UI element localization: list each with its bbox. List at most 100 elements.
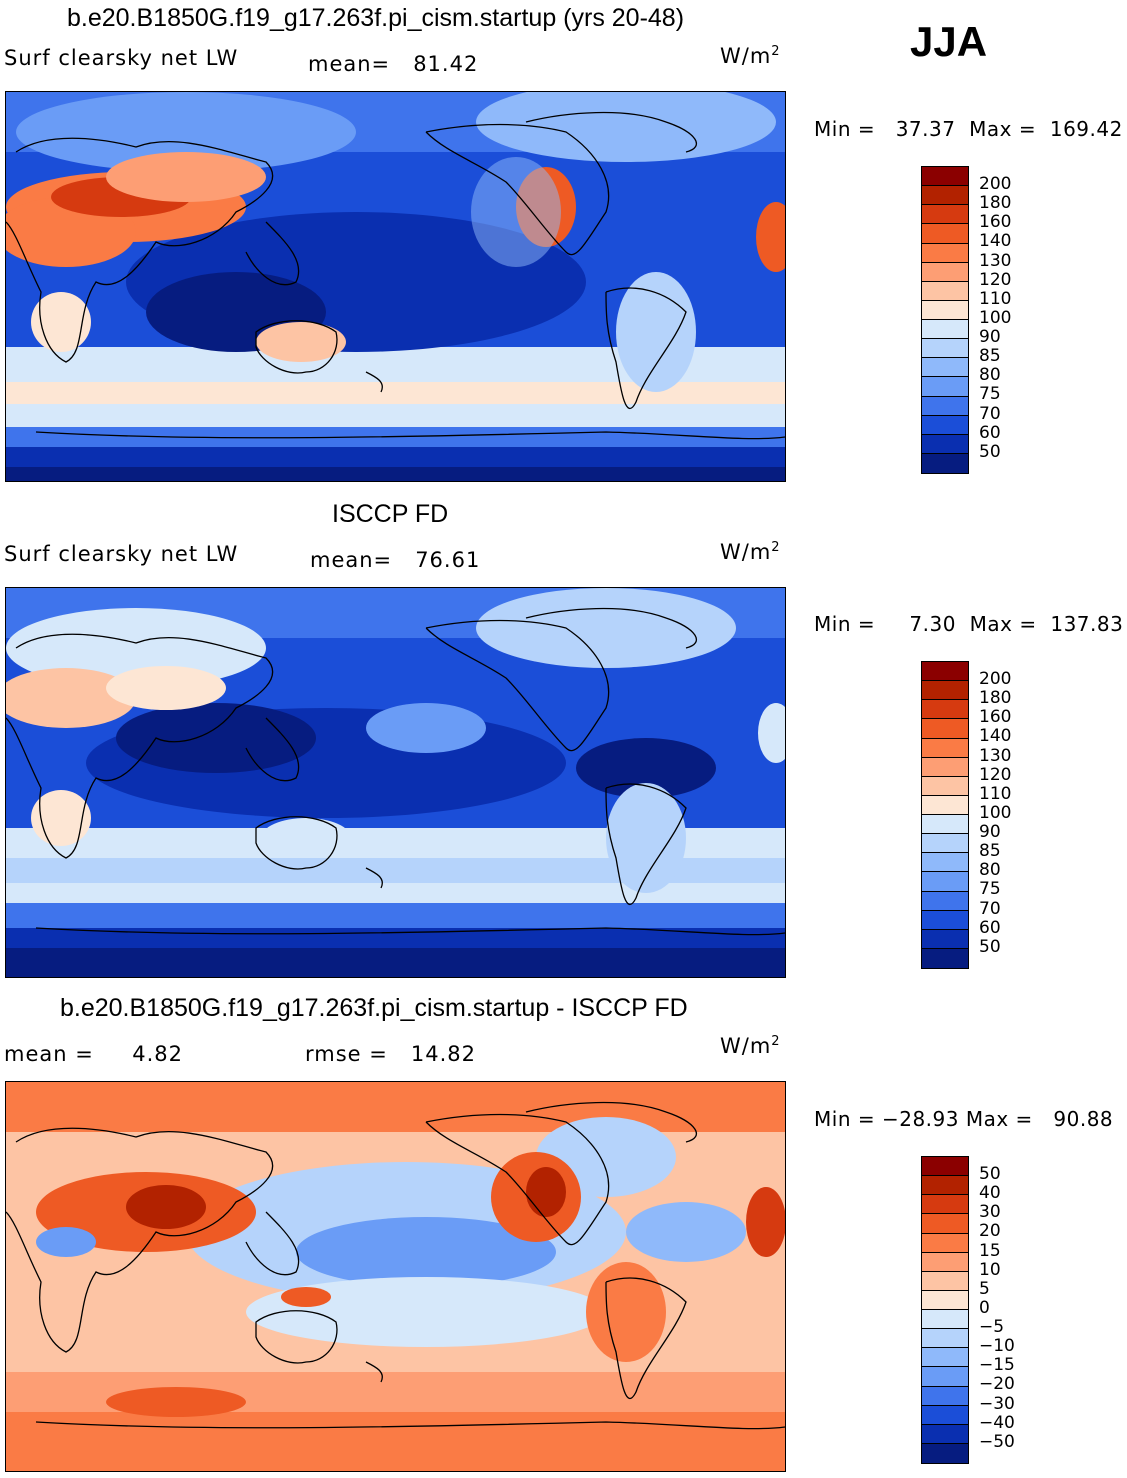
units-exponent: 2 (771, 540, 781, 555)
colorbar-tick-label: 85 (979, 841, 1001, 862)
panel-3-rmse-label: rmse = (305, 1042, 388, 1066)
colorbar-tick-label: 50 (979, 1164, 1001, 1184)
min-label: Min = (814, 1107, 876, 1131)
colorbar-swatch (922, 815, 968, 835)
colorbar-swatch (922, 453, 968, 473)
colorbar-tick-label: 140 (979, 231, 1012, 252)
colorbar-tick-label: 75 (979, 879, 1001, 900)
colorbar-tick-label: 70 (979, 898, 1001, 919)
colorbar-swatch (922, 358, 968, 378)
colorbar-tick-label: 120 (979, 269, 1012, 290)
panel-1-mean-value: 81.42 (413, 52, 479, 76)
colorbar-tick-label: 200 (979, 174, 1012, 194)
colorbar-tick-label: −5 (979, 1317, 1005, 1338)
panel-3-rmse: rmse = 14.82 (305, 1042, 476, 1066)
colorbar-swatch (922, 700, 968, 720)
panel-1-colorbar (921, 166, 969, 474)
colorbar-tick-label: 100 (979, 802, 1012, 823)
units-exponent: 2 (771, 1034, 781, 1049)
colorbar-swatch (922, 738, 968, 758)
colorbar-tick-label: 110 (979, 783, 1012, 804)
panel-3-units: W/m2 (720, 1034, 781, 1058)
min-value: −28.93 (881, 1107, 959, 1131)
max-label: Max = (969, 612, 1037, 636)
colorbar-tick-label: 50 (979, 441, 1001, 462)
panel-1-minmax: Min = 37.37 Max = 169.42 (814, 117, 1123, 141)
colorbar-tick-label: 140 (979, 726, 1012, 747)
colorbar-swatch (922, 1195, 968, 1215)
colorbar-swatch (922, 300, 968, 320)
colorbar-tick-label: 75 (979, 384, 1001, 405)
colorbar-swatch (922, 795, 968, 815)
colorbar-swatch (922, 776, 968, 796)
panel-1-variable: Surf clearsky net LW (4, 46, 239, 70)
colorbar-swatch (922, 377, 968, 397)
colorbar-tick-label: 60 (979, 917, 1001, 938)
colorbar-swatch (922, 1271, 968, 1291)
panel-3-map (5, 1081, 786, 1472)
units-base: W/m (720, 44, 772, 68)
colorbar-swatch (922, 929, 968, 949)
panel-1-map (5, 91, 786, 482)
colorbar-swatch (922, 872, 968, 892)
panel-1-mean: mean= 81.42 (308, 52, 478, 76)
colorbar-swatch (922, 262, 968, 282)
colorbar-tick-label: 30 (979, 1202, 1001, 1223)
colorbar-swatch (922, 1233, 968, 1253)
colorbar-swatch (922, 1176, 968, 1196)
colorbar-swatch (922, 681, 968, 701)
colorbar-swatch (922, 948, 968, 968)
colorbar-tick-label: 70 (979, 403, 1001, 424)
max-value: 90.88 (1053, 1107, 1114, 1131)
colorbar-tick-label: 130 (979, 250, 1012, 271)
colorbar-swatch (922, 224, 968, 244)
panel-2-mean-value: 76.61 (415, 548, 481, 572)
colorbar-swatch (922, 1157, 968, 1177)
colorbar-tick-label: 110 (979, 288, 1012, 309)
panel-3-mean: mean = 4.82 (4, 1042, 183, 1066)
colorbar-swatch (922, 1348, 968, 1368)
colorbar-tick-label: 60 (979, 422, 1001, 443)
colorbar-tick-label: 10 (979, 1259, 1001, 1280)
colorbar-tick-label: 90 (979, 822, 1001, 843)
panel-2-colorbar (921, 661, 969, 969)
colorbar-tick-label: −20 (979, 1374, 1015, 1395)
colorbar-swatch (922, 205, 968, 225)
max-value: 137.83 (1050, 612, 1124, 636)
season-label: JJA (910, 18, 988, 65)
colorbar-tick-label: 5 (979, 1278, 990, 1299)
panel-1-units: W/m2 (720, 44, 781, 68)
min-label: Min = (814, 117, 876, 141)
colorbar-swatch (922, 1405, 968, 1425)
colorbar-swatch (922, 1290, 968, 1310)
colorbar-swatch (922, 1424, 968, 1444)
colorbar-swatch (922, 1443, 968, 1463)
panel-3-colorbar (921, 1156, 969, 1464)
colorbar-swatch (922, 757, 968, 777)
colorbar-swatch (922, 1367, 968, 1387)
colorbar-swatch (922, 834, 968, 854)
colorbar-tick-label: 160 (979, 707, 1012, 728)
panel-3-title: b.e20.B1850G.f19_g17.263f.pi_cism.startu… (60, 994, 688, 1022)
colorbar-tick-label: 50 (979, 936, 1001, 957)
colorbar-tick-label: 200 (979, 669, 1012, 689)
colorbar-swatch (922, 1214, 968, 1234)
colorbar-tick-label: −10 (979, 1336, 1015, 1357)
panel-3-minmax: Min = −28.93 Max = 90.88 (814, 1107, 1113, 1131)
colorbar-swatch (922, 853, 968, 873)
panel-1-mean-label: mean= (308, 52, 391, 76)
colorbar-swatch (922, 1310, 968, 1330)
colorbar-tick-label: −30 (979, 1393, 1015, 1414)
colorbar-tick-label: 120 (979, 764, 1012, 785)
colorbar-swatch (922, 434, 968, 454)
max-value: 169.42 (1049, 117, 1123, 141)
colorbar-swatch (922, 891, 968, 911)
panel-3-mean-value: 4.82 (132, 1042, 183, 1066)
colorbar-swatch (922, 339, 968, 359)
colorbar-swatch (922, 396, 968, 416)
colorbar-tick-label: −50 (979, 1431, 1015, 1452)
panel-1-title: b.e20.B1850G.f19_g17.263f.pi_cism.startu… (67, 4, 685, 32)
min-value: 37.37 (895, 117, 956, 141)
panel-2-title: ISCCP FD (332, 500, 449, 528)
units-base: W/m (720, 1034, 772, 1058)
